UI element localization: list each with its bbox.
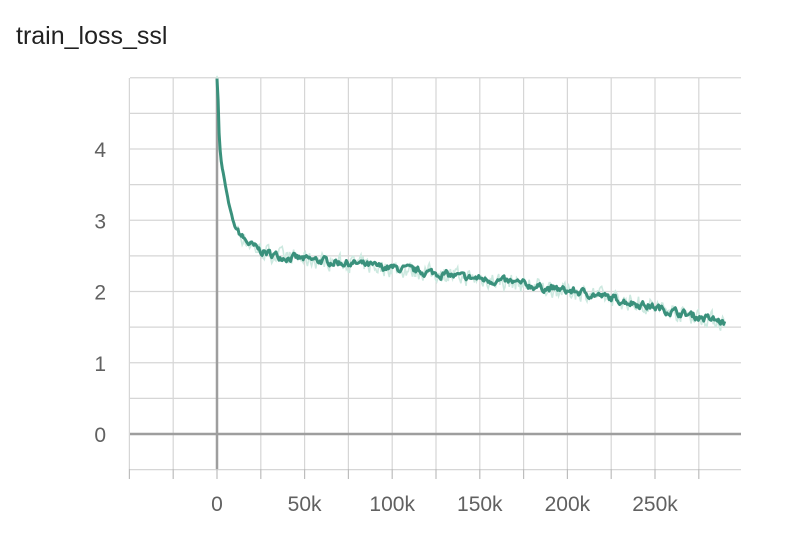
x-tick-label: 250k	[632, 493, 678, 516]
y-tick-label: 4	[94, 139, 106, 162]
tick-labels: 0 50k 100k 150k 200k 250k 0 1 2 3 4	[94, 139, 678, 516]
x-tick-label: 150k	[457, 493, 503, 516]
y-tick-label: 2	[94, 282, 106, 305]
chart-title: train_loss_ssl	[16, 22, 168, 50]
x-tick-label: 0	[211, 493, 223, 516]
grid-lines	[128, 77, 741, 471]
x-tick-label: 100k	[369, 493, 415, 516]
smoothed-series	[215, 78, 727, 326]
raw-series	[216, 75, 726, 331]
x-tick-label: 200k	[545, 493, 591, 516]
smoothed-loss-line	[215, 78, 727, 326]
raw-loss-line	[216, 75, 726, 331]
y-tick-label: 0	[94, 424, 106, 447]
y-tick-label: 3	[94, 210, 106, 233]
x-tick-label: 50k	[288, 493, 322, 516]
y-tick-label: 1	[94, 353, 106, 376]
axes	[128, 78, 741, 479]
